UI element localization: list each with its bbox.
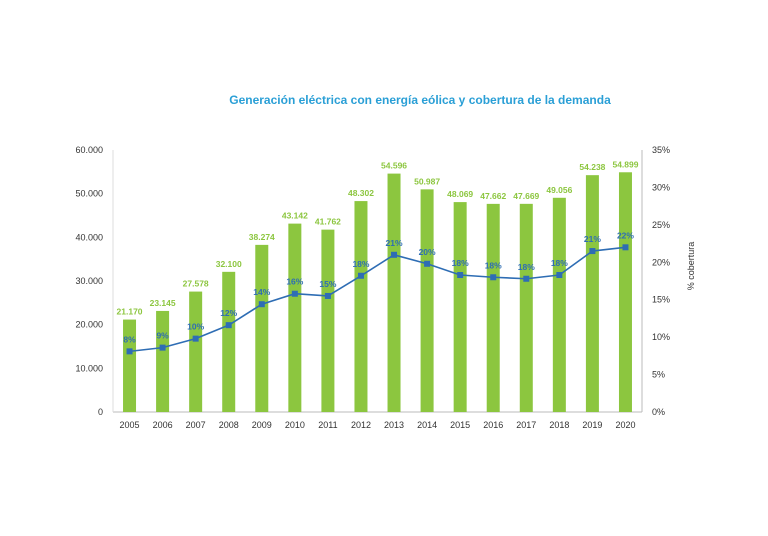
bar-value-label-2014: 50.987 <box>414 176 440 186</box>
coverage-marker-2010 <box>291 290 298 297</box>
bar-value-label-2016: 47.662 <box>480 191 506 201</box>
right-axis-title: % cobertura <box>686 242 696 291</box>
bar-value-label-2009: 38.274 <box>249 232 275 242</box>
bar-value-label-2010: 43.142 <box>282 211 308 221</box>
coverage-marker-2016 <box>490 274 497 281</box>
coverage-label-2019: 21% <box>584 234 601 244</box>
coverage-marker-2019 <box>589 248 596 255</box>
coverage-label-2013: 21% <box>386 238 403 248</box>
chart-title: Generación eléctrica con energía eólica … <box>229 93 611 107</box>
coverage-marker-2011 <box>324 292 331 299</box>
bar-value-label-2013: 54.596 <box>381 161 407 171</box>
bar-value-label-2012: 48.302 <box>348 188 374 198</box>
left-tick-40000: 40.000 <box>75 232 103 242</box>
bar-value-label-2008: 32.100 <box>216 259 242 269</box>
coverage-label-2016: 18% <box>485 260 502 270</box>
right-tick-5: 5% <box>652 370 665 380</box>
coverage-label-2014: 20% <box>419 247 436 257</box>
coverage-label-2017: 18% <box>518 262 535 272</box>
x-tick-2005: 2005 <box>120 420 140 430</box>
x-tick-2020: 2020 <box>615 420 635 430</box>
coverage-label-2012: 18% <box>352 259 369 269</box>
coverage-label-2010: 16% <box>286 277 303 287</box>
bar-2017 <box>519 203 533 412</box>
bar-value-label-2005: 21.170 <box>117 307 143 317</box>
bar-2010 <box>288 223 302 412</box>
bar-value-label-2015: 48.069 <box>447 189 473 199</box>
bar-value-label-2006: 23.145 <box>150 298 176 308</box>
coverage-line <box>129 246 626 353</box>
coverage-marker-2020 <box>622 244 629 251</box>
left-tick-60000: 60.000 <box>75 145 103 155</box>
coverage-label-2005: 8% <box>123 334 136 344</box>
left-tick-20000: 20.000 <box>75 320 103 330</box>
coverage-marker-2014 <box>424 260 431 267</box>
x-tick-2012: 2012 <box>351 420 371 430</box>
coverage-label-2006: 9% <box>156 331 169 341</box>
right-tick-10: 10% <box>652 332 670 342</box>
bar-2008 <box>222 271 236 412</box>
x-tick-2011: 2011 <box>318 420 337 430</box>
x-tick-2018: 2018 <box>549 420 569 430</box>
x-tick-2019: 2019 <box>582 420 602 430</box>
coverage-label-2009: 14% <box>253 287 270 297</box>
coverage-marker-2006 <box>159 344 166 351</box>
x-tick-2006: 2006 <box>153 420 173 430</box>
left-tick-10000: 10.000 <box>75 363 103 373</box>
bar-2006 <box>156 310 170 412</box>
bar-2012 <box>354 201 368 412</box>
bar-2020 <box>618 172 632 412</box>
x-tick-2009: 2009 <box>252 420 272 430</box>
coverage-marker-2013 <box>391 251 398 258</box>
bar-2016 <box>486 203 500 412</box>
coverage-label-2008: 12% <box>220 308 237 318</box>
right-tick-35: 35% <box>652 145 670 155</box>
coverage-label-2015: 18% <box>452 258 469 268</box>
x-tick-2013: 2013 <box>384 420 404 430</box>
right-tick-25: 25% <box>652 220 670 230</box>
right-tick-20: 20% <box>652 257 670 267</box>
bar-value-label-2017: 47.669 <box>513 191 539 201</box>
x-tick-2015: 2015 <box>450 420 470 430</box>
bar-value-label-2018: 49.056 <box>546 185 572 195</box>
coverage-marker-2008 <box>225 322 232 329</box>
bar-2018 <box>552 197 566 412</box>
bar-2009 <box>255 244 269 412</box>
left-tick-30000: 30.000 <box>75 276 103 286</box>
x-tick-2010: 2010 <box>285 420 305 430</box>
bar-2019 <box>585 175 599 412</box>
coverage-marker-2005 <box>126 348 133 355</box>
right-tick-0: 0% <box>652 407 665 417</box>
coverage-label-2020: 22% <box>617 230 634 240</box>
coverage-label-2018: 18% <box>551 258 568 268</box>
coverage-marker-2012 <box>357 272 364 279</box>
bar-2013 <box>387 173 401 412</box>
x-tick-2016: 2016 <box>483 420 503 430</box>
left-tick-50000: 50.000 <box>75 189 103 199</box>
bar-value-label-2007: 27.578 <box>183 279 209 289</box>
bar-value-label-2020: 54.899 <box>612 159 638 169</box>
x-tick-2017: 2017 <box>516 420 536 430</box>
coverage-label-2007: 10% <box>187 322 204 332</box>
left-tick-0: 0 <box>98 407 103 417</box>
x-tick-2008: 2008 <box>219 420 239 430</box>
x-tick-2014: 2014 <box>417 420 437 430</box>
right-tick-30: 30% <box>652 182 670 192</box>
bar-2015 <box>453 202 467 412</box>
coverage-marker-2007 <box>192 335 199 342</box>
bar-2014 <box>420 189 434 412</box>
bar-2011 <box>321 229 335 412</box>
bar-2005 <box>123 319 137 412</box>
coverage-marker-2009 <box>258 301 265 308</box>
right-tick-15: 15% <box>652 295 670 305</box>
coverage-marker-2017 <box>523 275 530 282</box>
coverage-marker-2018 <box>556 272 563 279</box>
x-tick-2007: 2007 <box>186 420 206 430</box>
coverage-marker-2015 <box>457 272 464 279</box>
bar-value-label-2019: 54.238 <box>579 162 605 172</box>
bar-2007 <box>189 291 203 412</box>
bar-value-label-2011: 41.762 <box>315 217 341 227</box>
coverage-label-2011: 15% <box>319 279 336 289</box>
